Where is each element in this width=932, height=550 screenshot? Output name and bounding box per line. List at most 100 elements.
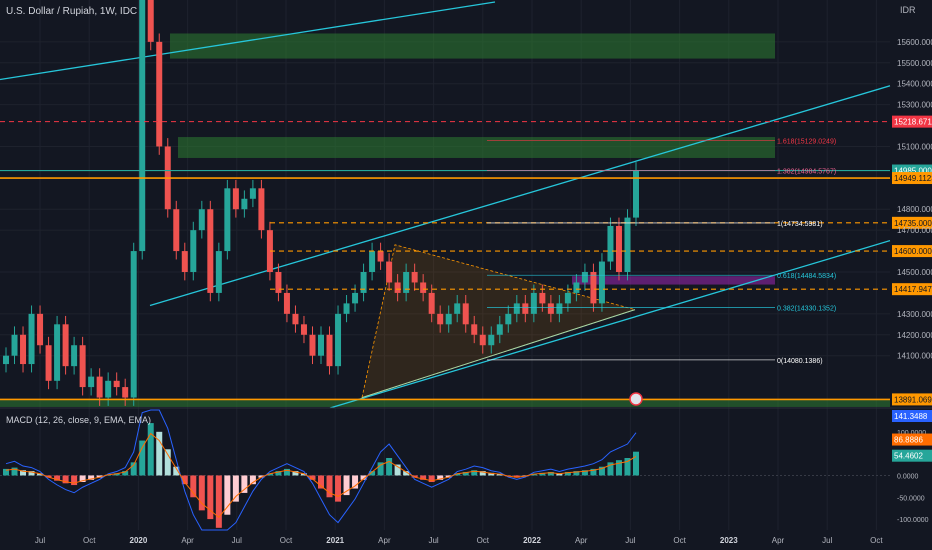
macd-histogram-bar bbox=[96, 475, 103, 478]
zone-rect bbox=[0, 399, 890, 407]
time-tick-label: 2023 bbox=[720, 536, 738, 545]
candle-body bbox=[607, 225, 614, 262]
macd-histogram-bar bbox=[130, 462, 137, 476]
fib-level-label: 0.382(14330.1352) bbox=[777, 306, 836, 313]
macd-value-text: 141.3488 bbox=[894, 412, 928, 421]
zone-rect bbox=[170, 33, 775, 59]
price-tick-label: 14100.0000 bbox=[897, 352, 932, 361]
macd-histogram-bar bbox=[54, 475, 61, 481]
macd-histogram-bar bbox=[88, 475, 95, 480]
candle-body bbox=[633, 170, 639, 218]
macd-histogram-bar bbox=[590, 468, 597, 476]
macd-indicator-label[interactable]: MACD (12, 26, close, 9, EMA, EMA) bbox=[6, 415, 152, 425]
macd-tick-label: -50.0000 bbox=[897, 495, 925, 502]
macd-value-box bbox=[892, 433, 932, 446]
macd-histogram-bar bbox=[156, 431, 163, 476]
time-tick-label: Apr bbox=[772, 536, 785, 545]
macd-histogram-bar bbox=[122, 471, 129, 476]
candle-body bbox=[122, 387, 129, 398]
macd-histogram-bar bbox=[207, 475, 214, 520]
macd-histogram-bar bbox=[530, 473, 537, 476]
macd-histogram-bar bbox=[445, 475, 452, 478]
price-label-box bbox=[892, 283, 932, 296]
candle-body bbox=[547, 303, 554, 314]
macd-histogram-bar bbox=[335, 475, 342, 502]
macd-histogram-bar bbox=[37, 473, 44, 476]
macd-histogram-bar bbox=[411, 475, 418, 478]
candle-body bbox=[369, 251, 376, 272]
macd-histogram-bar bbox=[147, 423, 154, 476]
candle-body bbox=[130, 251, 137, 398]
price-tick-label: 14800.0000 bbox=[897, 205, 932, 214]
macd-histogram-bar bbox=[556, 473, 563, 476]
candle-body bbox=[513, 303, 520, 314]
macd-histogram-bar bbox=[71, 475, 78, 486]
candle-body bbox=[556, 303, 563, 314]
candle-body bbox=[207, 209, 214, 293]
fib-level-label: 0.618(14484.5834) bbox=[777, 273, 836, 280]
candle-body bbox=[598, 261, 605, 304]
macd-histogram-bar bbox=[300, 473, 307, 476]
macd-histogram-bar bbox=[573, 471, 580, 476]
currency-label: IDR bbox=[900, 5, 916, 15]
candle-body bbox=[386, 261, 393, 283]
price-tick-label: 14200.0000 bbox=[897, 331, 932, 340]
time-tick-label: Apr bbox=[575, 536, 588, 545]
macd-value-text: 54.4602 bbox=[894, 452, 923, 461]
candle-body bbox=[62, 324, 69, 367]
triangle-support-line bbox=[361, 309, 636, 399]
candle-body bbox=[28, 313, 35, 365]
time-tick-label: Oct bbox=[477, 536, 490, 545]
macd-histogram-bar bbox=[513, 475, 520, 478]
candle-body bbox=[71, 345, 78, 367]
time-tick-label: 2022 bbox=[523, 536, 541, 545]
candle-body bbox=[539, 292, 546, 304]
candle-body bbox=[581, 272, 588, 283]
price-tick-label: 14700.0000 bbox=[897, 226, 932, 235]
candle-body bbox=[437, 313, 444, 325]
candle-body bbox=[258, 188, 265, 231]
candle-body bbox=[173, 209, 180, 252]
macd-histogram-bar bbox=[547, 471, 554, 476]
triangle-pattern bbox=[361, 244, 637, 399]
macd-histogram-bar bbox=[564, 471, 571, 476]
chart-title: U.S. Dollar / Rupiah, 1W, IDC bbox=[6, 6, 138, 17]
macd-histogram-bar bbox=[326, 475, 333, 498]
time-tick-label: Jul bbox=[35, 536, 45, 545]
price-tick-label: 14500.0000 bbox=[897, 268, 932, 277]
macd-histogram-bar bbox=[428, 475, 435, 482]
macd-histogram-bar bbox=[164, 449, 171, 476]
candle-body bbox=[352, 292, 359, 304]
time-tick-label: Apr bbox=[181, 536, 194, 545]
candle-body bbox=[275, 272, 282, 293]
price-label-text: 14735.0000 bbox=[894, 219, 932, 228]
macd-histogram-bar bbox=[488, 472, 495, 476]
macd-histogram-bar bbox=[190, 475, 197, 498]
candle-body bbox=[403, 272, 410, 293]
price-label-box bbox=[892, 115, 932, 128]
candle-body bbox=[139, 0, 146, 252]
time-tick-label: Oct bbox=[870, 536, 883, 545]
mid-channel-line bbox=[149, 85, 891, 307]
fib-level-label: 0(14080.1386) bbox=[777, 358, 823, 365]
candle-body bbox=[232, 188, 239, 210]
candle-body bbox=[224, 188, 231, 252]
macd-histogram-bar bbox=[633, 451, 639, 476]
macd-histogram-bar bbox=[471, 470, 478, 476]
candle-body bbox=[343, 303, 350, 314]
macd-histogram-bar bbox=[607, 462, 614, 476]
macd-histogram-bar bbox=[181, 475, 188, 485]
time-tick-label: 2021 bbox=[326, 536, 344, 545]
candle-body bbox=[215, 251, 222, 293]
candle-body bbox=[335, 313, 342, 367]
time-tick-label: Jul bbox=[428, 536, 438, 545]
candle-body bbox=[471, 324, 478, 335]
price-tick-label: 14300.0000 bbox=[897, 310, 932, 319]
price-tick-label: 15300.0000 bbox=[897, 101, 932, 110]
horizontal-levels: 15218.6711 14985.000014949.1123 14735.0000… bbox=[0, 115, 932, 406]
macd-histogram-bar bbox=[386, 458, 393, 476]
macd-histogram-bar bbox=[377, 462, 384, 476]
candle-body bbox=[454, 303, 461, 314]
candle-body bbox=[377, 251, 384, 262]
